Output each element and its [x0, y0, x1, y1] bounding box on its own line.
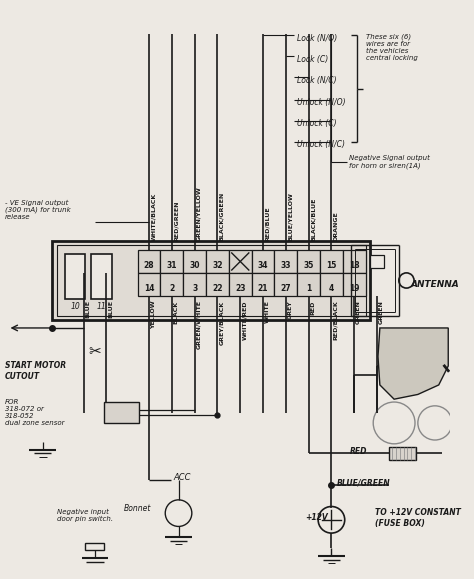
- Text: START MOTOR
CUTOUT: START MOTOR CUTOUT: [5, 361, 66, 380]
- Text: BLUE: BLUE: [85, 301, 91, 318]
- Text: 4: 4: [329, 284, 334, 292]
- Text: YELLOW: YELLOW: [151, 301, 156, 329]
- Text: - VE Signal output
(300 mA) for trunk
release: - VE Signal output (300 mA) for trunk re…: [5, 200, 70, 221]
- Text: 30: 30: [190, 261, 200, 270]
- Text: RED/BLUE: RED/BLUE: [265, 206, 270, 241]
- Text: BLACK/GREEN: BLACK/GREEN: [219, 191, 224, 241]
- Bar: [183, 250, 206, 273]
- Text: ✂: ✂: [89, 344, 101, 359]
- Bar: [274, 273, 297, 296]
- Text: BLUE/GREEN: BLUE/GREEN: [337, 478, 391, 487]
- Text: 14: 14: [144, 284, 155, 292]
- Text: 19: 19: [349, 284, 359, 292]
- Text: FOR
318-072 or
318-052
dual zone sensor: FOR 318-072 or 318-052 dual zone sensor: [5, 399, 64, 426]
- Bar: [389, 446, 416, 460]
- Text: Unlock (N/C): Unlock (N/C): [297, 140, 345, 149]
- Text: 11: 11: [97, 302, 107, 312]
- Bar: [85, 543, 104, 550]
- Text: ANTENNA: ANTENNA: [410, 280, 459, 289]
- Text: GREEN/WHITE: GREEN/WHITE: [197, 301, 201, 349]
- Text: 22: 22: [212, 284, 223, 292]
- Text: +12V: +12V: [305, 514, 328, 522]
- Text: 21: 21: [258, 284, 268, 292]
- Bar: [52, 241, 370, 320]
- Text: ACC: ACC: [174, 473, 191, 482]
- Text: BLUE/YELLOW: BLUE/YELLOW: [288, 192, 293, 241]
- Text: Unlock (N/O): Unlock (N/O): [297, 98, 346, 107]
- Text: Lock (C): Lock (C): [297, 54, 328, 64]
- Bar: [206, 273, 229, 296]
- Text: BLACK/BLUE: BLACK/BLUE: [310, 197, 316, 241]
- Text: TO +12V CONSTANT
(FUSE BOX): TO +12V CONSTANT (FUSE BOX): [375, 508, 461, 527]
- Bar: [104, 402, 139, 423]
- Text: ORANGE: ORANGE: [333, 211, 338, 241]
- Text: 10: 10: [70, 302, 80, 312]
- Bar: [370, 255, 383, 268]
- Text: WHITE: WHITE: [265, 301, 270, 323]
- Bar: [57, 245, 365, 316]
- Bar: [161, 273, 183, 296]
- Text: These six (6)
wires are for
the vehicles
central locking: These six (6) wires are for the vehicles…: [365, 34, 418, 61]
- Text: RED: RED: [349, 446, 367, 456]
- Bar: [91, 254, 112, 299]
- Bar: [64, 254, 85, 299]
- Polygon shape: [378, 328, 448, 399]
- Text: GREEN: GREEN: [379, 301, 384, 324]
- Text: 33: 33: [281, 261, 291, 270]
- Bar: [320, 250, 343, 273]
- Text: 34: 34: [258, 261, 268, 270]
- Text: BLACK: BLACK: [174, 301, 179, 324]
- Bar: [138, 250, 161, 273]
- Text: 28: 28: [144, 261, 155, 270]
- Text: 32: 32: [212, 261, 223, 270]
- Text: BLUE: BLUE: [108, 301, 113, 318]
- Bar: [343, 273, 365, 296]
- Bar: [252, 273, 274, 296]
- Text: RED/GREEN: RED/GREEN: [174, 200, 179, 241]
- Bar: [320, 273, 343, 296]
- Text: 15: 15: [326, 261, 337, 270]
- Bar: [229, 250, 252, 273]
- Bar: [161, 250, 183, 273]
- Text: Negative input
door pin switch.: Negative input door pin switch.: [57, 508, 113, 522]
- Bar: [274, 250, 297, 273]
- Text: 31: 31: [167, 261, 177, 270]
- Text: WHITE/RED: WHITE/RED: [242, 301, 247, 340]
- Text: GREY: GREY: [288, 301, 293, 319]
- Text: 23: 23: [235, 284, 246, 292]
- Text: 27: 27: [281, 284, 291, 292]
- Text: Negative Signal output
for horn or siren(1A): Negative Signal output for horn or siren…: [348, 155, 429, 168]
- Bar: [252, 250, 274, 273]
- Bar: [297, 273, 320, 296]
- Text: 3: 3: [192, 284, 197, 292]
- Text: RED: RED: [310, 301, 316, 315]
- Text: 1: 1: [306, 284, 311, 292]
- Text: 2: 2: [169, 284, 174, 292]
- Text: GREEN: GREEN: [356, 301, 361, 324]
- Bar: [138, 273, 161, 296]
- Text: Lock (N/O): Lock (N/O): [297, 34, 337, 43]
- Bar: [229, 273, 252, 296]
- Text: GREEN/YELLOW: GREEN/YELLOW: [197, 186, 201, 241]
- Text: Unlock (C): Unlock (C): [297, 119, 337, 129]
- Text: 18: 18: [349, 261, 360, 270]
- Bar: [297, 250, 320, 273]
- Text: 35: 35: [303, 261, 314, 270]
- Text: WHITE/BLACK: WHITE/BLACK: [151, 192, 156, 241]
- Text: RED/BLACK: RED/BLACK: [333, 301, 338, 340]
- Bar: [183, 273, 206, 296]
- Text: GREY/BLACK: GREY/BLACK: [219, 301, 224, 345]
- Text: Lock (N/C): Lock (N/C): [297, 76, 337, 85]
- Bar: [343, 250, 365, 273]
- Bar: [206, 250, 229, 273]
- Text: Bonnet: Bonnet: [123, 504, 151, 513]
